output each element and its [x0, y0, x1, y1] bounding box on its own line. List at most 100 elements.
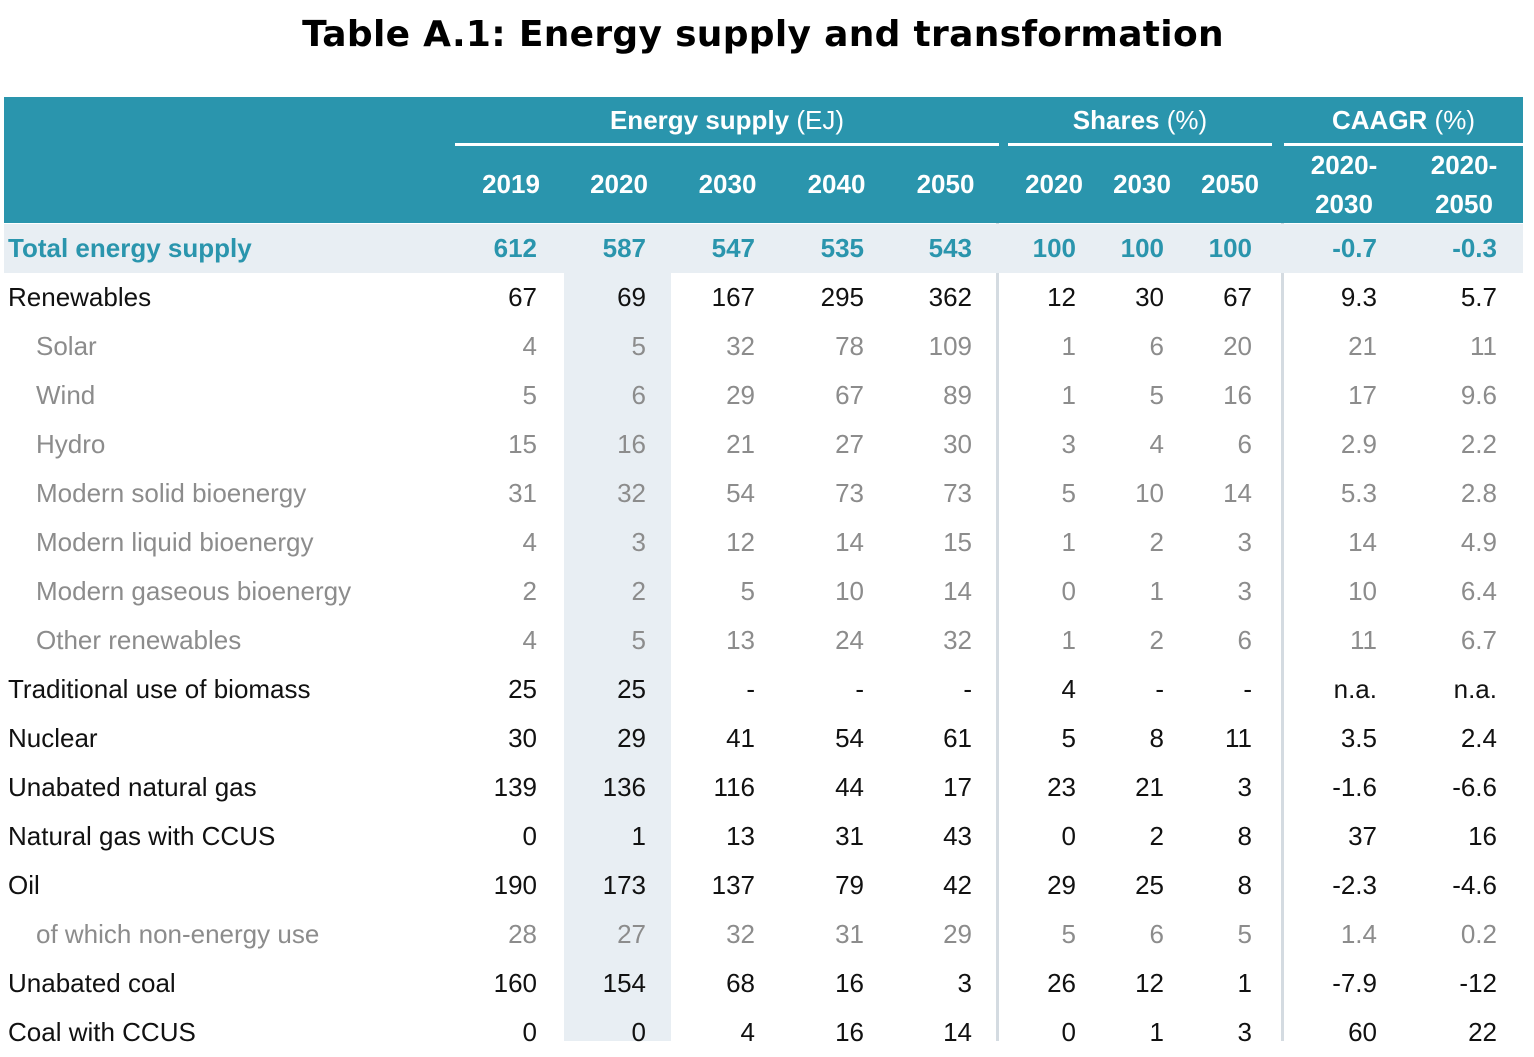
cell-2040: 44 — [835, 772, 864, 802]
cell-caagr-2020-2030: 2.9 — [1340, 429, 1377, 459]
cell-2040: 24 — [835, 625, 864, 655]
cell-share-2050: 3 — [1237, 527, 1252, 557]
cell-2040: 535 — [820, 233, 864, 263]
table-row: Hydro 15 16 21 27 30 3 4 6 2.9 2.2 — [4, 420, 1523, 469]
cell-share-2050: 5 — [1237, 919, 1252, 949]
row-label: of which non-energy use — [36, 919, 320, 949]
row-label: Natural gas with CCUS — [8, 821, 276, 851]
cell-share-2020: 5 — [1061, 478, 1076, 508]
cell-2040: 27 — [835, 429, 864, 459]
cell-2040: 73 — [835, 478, 864, 508]
cell-2040: 78 — [835, 331, 864, 361]
cell-share-2020: 12 — [1047, 282, 1076, 312]
caagr-header-bottom: 2030 — [1315, 189, 1373, 219]
cell-2019: 28 — [508, 919, 537, 949]
cell-share-2020: 100 — [1032, 233, 1076, 263]
cell-2020: 173 — [602, 870, 646, 900]
table-row: Total energy supply 612 587 547 535 543 100 100… — [4, 224, 1523, 273]
cell-2020: 5 — [631, 625, 646, 655]
cell-share-2020: 1 — [1061, 380, 1076, 410]
cell-caagr-2020-2030: 1.4 — [1340, 919, 1377, 949]
table-row: Wind 5 6 29 67 89 1 5 16 17 9.6 — [4, 371, 1523, 420]
cell-caagr-2020-2030: 5.3 — [1340, 478, 1377, 508]
cell-2050: 89 — [943, 380, 972, 410]
cell-2020: 2 — [631, 576, 646, 606]
cell-share-2030: - — [1155, 674, 1164, 704]
cell-share-2030: 1 — [1149, 576, 1164, 606]
cell-share-2050: 6 — [1237, 429, 1252, 459]
cell-share-2030: 12 — [1135, 968, 1164, 998]
cell-share-2050: 11 — [1225, 723, 1252, 753]
table-row: Modern gaseous bioenergy 2 2 5 10 14 0 1 3 10 6.4 — [4, 567, 1523, 616]
cell-caagr-2020-2050: 2.8 — [1460, 478, 1497, 508]
cell-share-2020: 26 — [1047, 968, 1076, 998]
cell-2050: - — [963, 674, 972, 704]
cell-2019: 67 — [508, 282, 537, 312]
cell-share-2020: 0 — [1061, 1017, 1076, 1047]
cell-share-2030: 2 — [1149, 527, 1164, 557]
cell-share-2050: 16 — [1223, 380, 1252, 410]
table-row: Unabated coal 160 154 68 16 3 26 12 1 -7.9 -12 — [4, 959, 1523, 1008]
highlight-column-2020 — [564, 272, 671, 1041]
cell-2020: 25 — [617, 674, 646, 704]
cell-2040: 31 — [835, 919, 864, 949]
cell-2020: 3 — [631, 527, 646, 557]
cell-2020: 1 — [631, 821, 646, 851]
cell-caagr-2020-2050: 16 — [1468, 821, 1497, 851]
cell-2030: 167 — [711, 282, 755, 312]
cell-2019: 4 — [522, 625, 537, 655]
cell-2020: 29 — [617, 723, 646, 753]
cell-caagr-2020-2050: n.a. — [1453, 674, 1497, 704]
cell-share-2030: 100 — [1120, 233, 1164, 263]
cell-2050: 32 — [943, 625, 972, 655]
cell-2040: 54 — [835, 723, 864, 753]
year-header: 2040 — [807, 169, 866, 199]
table-row: Modern solid bioenergy 31 32 54 73 73 5 10 14 5.3… — [4, 469, 1523, 518]
cell-caagr-2020-2030: -2.3 — [1332, 870, 1377, 900]
cell-2030: 68 — [726, 968, 755, 998]
row-label: Unabated coal — [8, 968, 176, 998]
cell-caagr-2020-2050: 0.2 — [1460, 919, 1497, 949]
cell-2030: 116 — [713, 772, 755, 802]
cell-2030: 5 — [740, 576, 755, 606]
cell-share-2030: 4 — [1149, 429, 1164, 459]
group-underline — [1284, 143, 1523, 146]
cell-share-2030: 21 — [1135, 772, 1164, 802]
cell-share-2020: 5 — [1061, 919, 1076, 949]
cell-share-2050: 20 — [1223, 331, 1252, 361]
row-label: Unabated natural gas — [8, 772, 257, 802]
group-header-shares: Shares (%) — [1008, 105, 1272, 136]
group-header-energy-supply: Energy supply (EJ) — [455, 105, 999, 136]
cell-2030: 21 — [726, 429, 755, 459]
cell-2030: 54 — [726, 478, 755, 508]
cell-caagr-2020-2030: 11 — [1350, 625, 1377, 655]
cell-share-2030: 2 — [1149, 625, 1164, 655]
cell-2040: 79 — [835, 870, 864, 900]
cell-2020: 6 — [631, 380, 646, 410]
cell-caagr-2020-2030: -7.9 — [1332, 968, 1377, 998]
cell-caagr-2020-2050: 11 — [1470, 331, 1497, 361]
cell-2040: 14 — [835, 527, 864, 557]
cell-2019: 25 — [508, 674, 537, 704]
row-label: Nuclear — [8, 723, 98, 753]
cell-caagr-2020-2030: 60 — [1348, 1017, 1377, 1047]
cell-2030: 29 — [726, 380, 755, 410]
cell-2050: 543 — [928, 233, 972, 263]
cell-share-2020: 1 — [1061, 331, 1076, 361]
cell-2040: 16 — [835, 968, 864, 998]
cell-2050: 30 — [943, 429, 972, 459]
column-divider — [1281, 223, 1284, 1041]
row-label: Traditional use of biomass — [8, 674, 311, 704]
group-underline — [455, 143, 999, 146]
cell-2019: 0 — [522, 821, 537, 851]
table-header: Energy supply (EJ) Shares (%) CAAGR (%) … — [4, 97, 1523, 223]
group-header-caagr: CAAGR (%) — [1284, 105, 1523, 136]
cell-2040: 67 — [835, 380, 864, 410]
cell-caagr-2020-2050: 9.6 — [1460, 380, 1497, 410]
cell-2030: 32 — [726, 919, 755, 949]
cell-share-2020: 29 — [1047, 870, 1076, 900]
cell-2020: 587 — [602, 233, 646, 263]
table-row: of which non-energy use 28 27 32 31 29 5 6 5 1.4 0… — [4, 910, 1523, 959]
cell-2050: 15 — [943, 527, 972, 557]
cell-2019: 31 — [508, 478, 537, 508]
